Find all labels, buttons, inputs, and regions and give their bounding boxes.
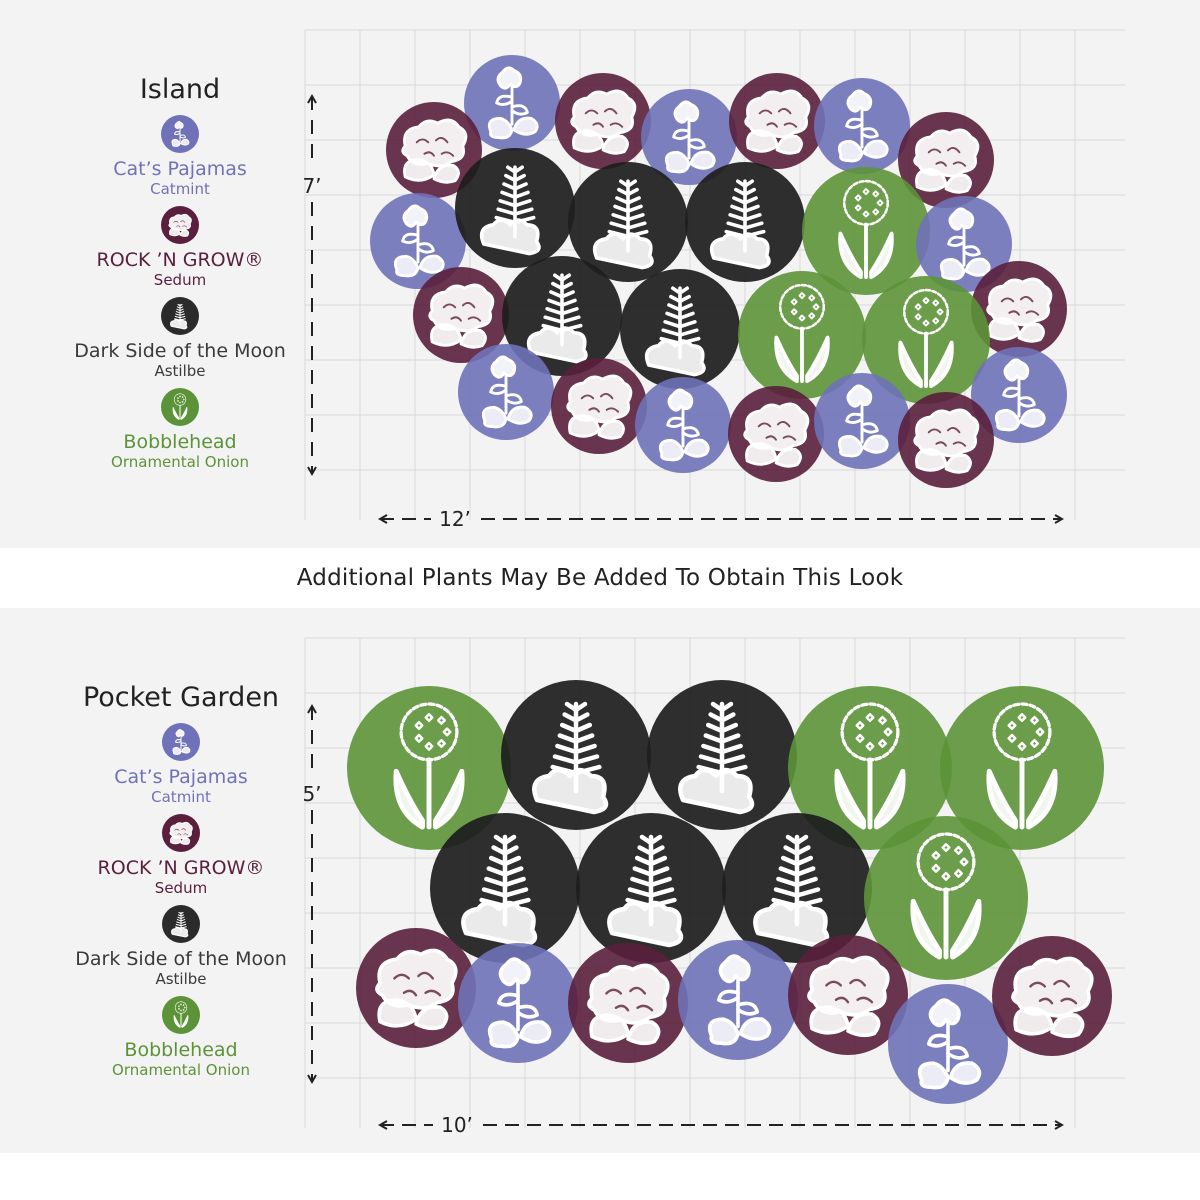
plant-circles <box>347 680 1112 1104</box>
onion-plant <box>940 686 1104 850</box>
plant-circles <box>370 55 1067 488</box>
legend-item-onion: Bobblehead Ornamental Onion <box>50 388 310 471</box>
sedum-plant <box>728 386 824 482</box>
catmint-plant <box>641 89 737 185</box>
catmint-plant <box>370 193 466 289</box>
legend-item-catmint: Cat’s Pajamas Catmint <box>50 115 310 198</box>
catmint-plant <box>971 347 1067 443</box>
onion-plant <box>862 276 990 404</box>
pocket-title: Pocket Garden <box>82 682 280 713</box>
legend-item-onion: Bobblehead Ornamental Onion <box>51 996 311 1079</box>
sedum-plant <box>788 935 908 1055</box>
astilbe-plant <box>647 680 797 830</box>
legend-plant-type: Sedum <box>154 879 208 897</box>
additional-plants-banner: Additional Plants May Be Added To Obtain… <box>0 548 1200 608</box>
catmint-plant <box>888 984 1008 1104</box>
legend-plant-type: Astilbe <box>154 362 206 380</box>
sedum-plant <box>971 261 1067 357</box>
island-legend: Island Cat’s Pajamas Catmint ROCK ’N GROW®… <box>50 74 310 479</box>
catmint-icon <box>162 723 200 761</box>
astilbe-icon <box>162 905 200 943</box>
onion-plant <box>738 271 866 399</box>
catmint-plant <box>814 78 910 174</box>
legend-plant-type: Astilbe <box>155 970 207 988</box>
catmint-plant <box>916 196 1012 292</box>
onion-plant <box>864 816 1028 980</box>
sedum-plant <box>555 73 651 169</box>
legend-item-catmint: Cat’s Pajamas Catmint <box>51 723 311 806</box>
sedum-plant <box>729 73 825 169</box>
island-title: Island <box>139 74 221 105</box>
onion-plant <box>802 167 930 295</box>
sedum-plant <box>898 112 994 208</box>
width-label: 12’ <box>439 507 471 531</box>
catmint-plant <box>814 373 910 469</box>
width-dimension <box>377 1120 1065 1130</box>
legend-plant-type: Sedum <box>153 271 207 289</box>
legend-plant-name: Bobblehead <box>124 1039 238 1061</box>
sedum-plant <box>386 102 482 198</box>
legend-item-astilbe: Dark Side of the Moon Astilbe <box>50 297 310 380</box>
height-dimension <box>307 703 317 1085</box>
sedum-plant <box>356 928 476 1048</box>
astilbe-plant <box>455 148 575 268</box>
astilbe-plant <box>620 269 740 389</box>
astilbe-plant <box>430 813 580 963</box>
astilbe-plant <box>502 256 622 376</box>
onion-plant <box>788 686 952 850</box>
astilbe-icon <box>161 297 199 335</box>
legend-plant-name: ROCK ’N GROW® <box>97 857 265 879</box>
astilbe-plant <box>685 162 805 282</box>
catmint-plant <box>458 943 578 1063</box>
island-plan: 7’ 12’ <box>302 29 1125 531</box>
height-dimension <box>307 93 317 477</box>
height-label: 5’ <box>302 782 321 806</box>
catmint-plant <box>678 940 798 1060</box>
island-panel: 7’ 12’ Island Cat’s Pajamas Catmint ROCK ’N… <box>0 0 1200 548</box>
onion-plant <box>347 686 511 850</box>
onion-icon <box>161 388 199 426</box>
astilbe-plant <box>722 813 872 963</box>
pocket-legend: Pocket Garden Cat’s Pajamas Catmint ROCK ’… <box>51 682 311 1087</box>
astilbe-plant <box>501 680 651 830</box>
legend-plant-type: Ornamental Onion <box>112 1061 250 1079</box>
legend-plant-name: Bobblehead <box>123 431 237 453</box>
sedum-plant <box>992 936 1112 1056</box>
sedum-plant <box>568 943 688 1063</box>
legend-plant-name: Dark Side of the Moon <box>74 340 286 362</box>
pocket-panel: 5’ 10’ Pocket Garden Cat’s Pajamas Catmint… <box>0 608 1200 1153</box>
legend-plant-name: Cat’s Pajamas <box>114 766 248 788</box>
catmint-plant <box>458 344 554 440</box>
width-dimension <box>377 514 1065 524</box>
onion-icon <box>162 996 200 1034</box>
catmint-plant <box>635 377 731 473</box>
sedum-plant <box>551 358 647 454</box>
height-label: 7’ <box>302 174 321 198</box>
catmint-plant <box>464 55 560 151</box>
sedum-plant <box>898 392 994 488</box>
legend-plant-name: Dark Side of the Moon <box>75 948 287 970</box>
sedum-icon <box>162 814 200 852</box>
legend-plant-name: Cat’s Pajamas <box>113 158 247 180</box>
astilbe-plant <box>576 813 726 963</box>
legend-item-astilbe: Dark Side of the Moon Astilbe <box>51 905 311 988</box>
legend-plant-type: Catmint <box>150 180 210 198</box>
sedum-plant <box>413 267 509 363</box>
legend-plant-type: Ornamental Onion <box>111 453 249 471</box>
pocket-plan: 5’ 10’ <box>302 637 1125 1137</box>
sedum-icon <box>161 206 199 244</box>
legend-plant-name: ROCK ’N GROW® <box>96 249 264 271</box>
legend-item-sedum: ROCK ’N GROW® Sedum <box>51 814 311 897</box>
legend-item-sedum: ROCK ’N GROW® Sedum <box>50 206 310 289</box>
catmint-icon <box>161 115 199 153</box>
width-label: 10’ <box>441 1113 473 1137</box>
astilbe-plant <box>568 162 688 282</box>
legend-plant-type: Catmint <box>151 788 211 806</box>
